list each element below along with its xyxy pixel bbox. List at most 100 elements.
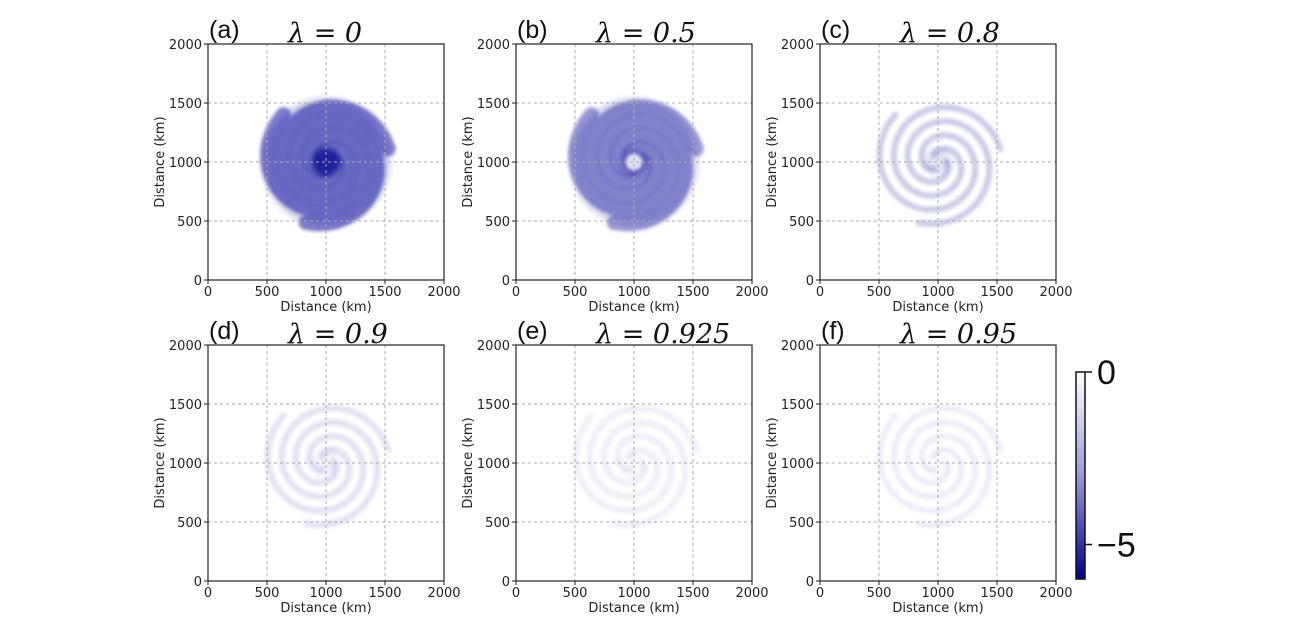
x-tick-label: 0 xyxy=(816,285,824,300)
panel-letter: (e) xyxy=(517,317,548,345)
spiral-band xyxy=(890,405,1004,500)
x-tick-label: 1500 xyxy=(676,586,709,601)
x-tick-label: 500 xyxy=(563,586,588,601)
x-tick-label: 1500 xyxy=(980,285,1013,300)
spiral-band xyxy=(274,99,396,204)
panel-letter: (a) xyxy=(209,16,240,44)
panel-title: λ = 0.95 xyxy=(899,319,1017,350)
x-tick-label: 1000 xyxy=(921,285,954,300)
y-tick-label: 2000 xyxy=(781,38,814,53)
y-tick-label: 1500 xyxy=(169,97,202,112)
y-tick-label: 1500 xyxy=(477,398,510,413)
colorbar-tick-label: −5 xyxy=(1097,527,1136,565)
x-tick-label: 0 xyxy=(512,285,520,300)
panel-letter: (b) xyxy=(517,16,548,44)
y-axis-label: Distance (km) xyxy=(153,116,168,207)
y-tick-label: 1000 xyxy=(477,156,510,171)
spiral-band xyxy=(600,419,689,528)
x-axis-label: Distance (km) xyxy=(588,300,679,315)
y-tick-label: 500 xyxy=(485,215,510,230)
x-tick-label: 0 xyxy=(816,586,824,601)
y-tick-label: 500 xyxy=(789,215,814,230)
y-tick-label: 1000 xyxy=(169,457,202,472)
spiral-band xyxy=(904,419,993,528)
x-tick-label: 1000 xyxy=(617,285,650,300)
spiral-band xyxy=(876,412,979,514)
field-core xyxy=(311,147,341,177)
panel-b: 0 500 1000 1500 2000 0 500 1000 1500 2000 Distance… xyxy=(461,16,769,315)
x-tick-label: 2000 xyxy=(427,586,460,601)
spiral-band xyxy=(260,107,371,218)
panel-title: λ = 0 xyxy=(287,18,362,49)
spiral-band xyxy=(264,412,367,514)
x-axis-label: Distance (km) xyxy=(892,300,983,315)
x-tick-label: 1000 xyxy=(309,586,342,601)
panel-title: λ = 0.5 xyxy=(595,18,696,49)
field-map xyxy=(572,405,700,528)
x-tick-label: 500 xyxy=(563,285,588,300)
field-eye xyxy=(625,153,643,171)
y-tick-label: 1000 xyxy=(169,156,202,171)
x-tick-label: 2000 xyxy=(1039,586,1072,601)
spiral-band xyxy=(278,405,392,500)
x-tick-label: 0 xyxy=(512,586,520,601)
field-map xyxy=(264,405,392,528)
y-tick-label: 2000 xyxy=(169,339,202,354)
x-tick-label: 500 xyxy=(867,285,892,300)
y-tick-label: 2000 xyxy=(477,339,510,354)
y-tick-label: 0 xyxy=(502,575,510,590)
x-axis-label: Distance (km) xyxy=(588,601,679,616)
x-tick-label: 500 xyxy=(867,586,892,601)
x-axis-label: Distance (km) xyxy=(892,601,983,616)
x-tick-label: 1000 xyxy=(617,586,650,601)
field-map xyxy=(568,98,704,232)
x-tick-label: 1500 xyxy=(368,586,401,601)
y-tick-label: 500 xyxy=(177,215,202,230)
y-tick-label: 0 xyxy=(502,274,510,289)
y-axis-label: Distance (km) xyxy=(765,417,780,508)
field-map xyxy=(876,104,1004,227)
field-core xyxy=(923,147,953,177)
x-tick-label: 0 xyxy=(204,586,212,601)
y-axis-label: Distance (km) xyxy=(461,417,476,508)
y-axis-label: Distance (km) xyxy=(765,116,780,207)
x-tick-label: 2000 xyxy=(735,586,768,601)
x-tick-label: 0 xyxy=(204,285,212,300)
x-tick-label: 1000 xyxy=(921,586,954,601)
spiral-band xyxy=(292,419,381,528)
x-tick-label: 2000 xyxy=(427,285,460,300)
panel-title: λ = 0.9 xyxy=(287,319,388,350)
y-tick-label: 500 xyxy=(177,516,202,531)
y-tick-label: 1500 xyxy=(781,97,814,112)
plot-area xyxy=(820,345,1056,581)
y-tick-label: 2000 xyxy=(169,38,202,53)
x-tick-label: 500 xyxy=(255,285,280,300)
x-tick-label: 500 xyxy=(255,586,280,601)
field-core xyxy=(311,448,341,478)
y-tick-label: 0 xyxy=(806,274,814,289)
colorbar-gradient xyxy=(1075,371,1086,580)
panel-e: 0 500 1000 1500 2000 0 500 1000 1500 2000 Distance… xyxy=(461,317,769,616)
y-tick-label: 1000 xyxy=(781,457,814,472)
spiral-band xyxy=(288,113,385,232)
y-tick-label: 1500 xyxy=(781,398,814,413)
spiral-band xyxy=(568,107,679,218)
x-tick-label: 2000 xyxy=(735,285,768,300)
panel-c: 0 500 1000 1500 2000 0 500 1000 1500 2000 Distance… xyxy=(765,16,1073,315)
x-axis-label: Distance (km) xyxy=(280,601,371,616)
spiral-band xyxy=(572,412,675,514)
spiral-band xyxy=(904,118,993,227)
panel-title: λ = 0.8 xyxy=(899,18,1000,49)
y-tick-label: 0 xyxy=(806,575,814,590)
x-tick-label: 2000 xyxy=(1039,285,1072,300)
y-tick-label: 1000 xyxy=(477,457,510,472)
y-tick-label: 0 xyxy=(194,575,202,590)
spiral-band xyxy=(582,99,704,204)
x-tick-label: 1500 xyxy=(368,285,401,300)
panel-letter: (c) xyxy=(821,16,850,44)
field-map xyxy=(260,98,396,232)
colorbar: 0 −5 xyxy=(1075,354,1136,580)
panel-a: 0 500 1000 1500 2000 0 500 1000 1500 2000 Distance… xyxy=(153,16,461,315)
spiral-band xyxy=(596,113,693,232)
